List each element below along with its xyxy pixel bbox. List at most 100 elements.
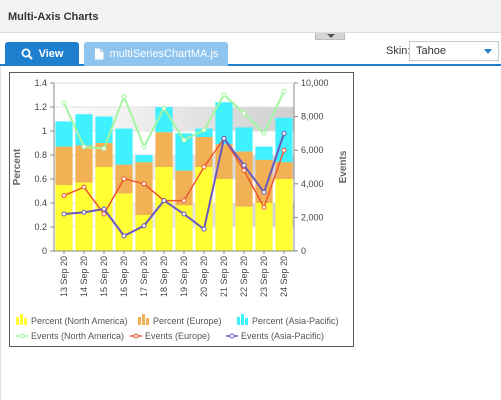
bar-europe [75, 145, 93, 183]
app-header: Multi-Axis Charts [0, 0, 501, 33]
bar-europe [55, 146, 73, 185]
x-tick-label: 22 Sep 20 [239, 256, 249, 297]
x-tick-label: 23 Sep 20 [259, 256, 269, 297]
line-europe-point [141, 181, 147, 187]
legend-percent-asia-pacific-swatch [241, 314, 244, 325]
bar-north-america [115, 193, 133, 251]
y-right-tick-label: 4,000 [301, 179, 324, 189]
x-tick-label: 14 Sep 20 [79, 256, 89, 297]
y-left-tick-label: 0.2 [34, 222, 47, 232]
legend-percent-asia-pacific-swatch [237, 317, 240, 325]
plot-band [54, 155, 294, 179]
multi-axis-chart: 0 0.2 0.4 0.6 0.8 1 1.2 1.4 0 2,000 4,000 6,000 8,00… [12, 78, 349, 341]
x-tick-label: 13 Sep 20 [59, 256, 69, 297]
bar-north-america [135, 215, 153, 251]
line-asia-pacific-point [61, 211, 67, 217]
line-europe-point [181, 198, 187, 204]
collapse-toggle[interactable] [315, 33, 345, 40]
x-tick-label: 17 Sep 20 [139, 256, 149, 297]
bar-asia-pacific [215, 102, 233, 145]
bar-north-america [195, 167, 213, 251]
y-left-axis-title: Percent [12, 148, 23, 185]
y-left-tick-label: 0 [42, 246, 47, 256]
line-north-america-point [141, 144, 147, 150]
x-tick-label: 20 Sep 20 [199, 256, 209, 297]
x-tick-label: 15 Sep 20 [99, 256, 109, 297]
line-europe-point [121, 176, 127, 182]
bar-north-america [275, 179, 293, 251]
line-europe-point [81, 184, 87, 190]
chart-container: 0 0.2 0.4 0.6 0.8 1 1.2 1.4 0 2,000 4,000 6,000 8,00… [9, 72, 354, 347]
legend-percent-asia-pacific: Percent (Asia-Pacific) [252, 316, 339, 326]
search-icon [21, 48, 33, 60]
legend-percent-europe-swatch [142, 314, 145, 325]
line-north-america-point [241, 110, 247, 116]
y-right-tick-label: 0 [301, 246, 306, 256]
skin-select-value: Tahoe [416, 45, 446, 57]
bar-north-america [255, 203, 273, 251]
skin-label: Skin: [386, 45, 411, 57]
toolbar: View multiSeriesChartMA.js Skin: Tahoe [0, 40, 501, 66]
panel-border [0, 66, 1, 400]
legend-events-europe: Events (Europe) [145, 331, 210, 341]
skin-select[interactable]: Tahoe [409, 41, 499, 61]
line-north-america-point [201, 127, 207, 133]
y-right-tick-label: 2,000 [301, 212, 324, 222]
y-right-axis-title: Events [338, 150, 349, 183]
view-button-label: View [38, 48, 64, 60]
line-asia-pacific-point [261, 189, 267, 195]
line-north-america-point [281, 88, 287, 94]
x-tick-label: 24 Sep 20 [279, 256, 289, 297]
legend-percent-asia-pacific-swatch [245, 318, 248, 325]
line-europe-point [101, 211, 107, 217]
line-europe-point [201, 164, 207, 170]
line-north-america-point [61, 100, 67, 106]
bar-asia-pacific [235, 127, 253, 152]
file-tab[interactable]: multiSeriesChartMA.js [84, 42, 228, 66]
bar-europe [155, 132, 173, 167]
bar-europe [215, 144, 233, 179]
legend-events-north-america: Events (North America) [31, 331, 124, 341]
legend-percent-north-america: Percent (North America) [31, 316, 128, 326]
page-title: Multi-Axis Charts [8, 11, 99, 23]
y-left-tick-label: 0.6 [34, 174, 47, 184]
y-left-tick-label: 1 [42, 126, 47, 136]
bar-asia-pacific [135, 155, 153, 163]
bar-europe [175, 170, 193, 206]
bar-asia-pacific [195, 128, 213, 137]
legend-percent-north-america-swatch [24, 318, 27, 325]
legend-percent-europe-swatch [138, 317, 141, 325]
bar-asia-pacific [115, 128, 133, 165]
y-left-tick-label: 1.2 [34, 102, 47, 112]
plot-band [54, 107, 294, 131]
line-asia-pacific-point [121, 233, 127, 239]
legend-events-north-america-marker [19, 333, 25, 339]
bar-north-america [55, 185, 73, 251]
line-asia-pacific-point [181, 211, 187, 217]
bar-asia-pacific [255, 146, 273, 160]
y-left-tick-label: 0.4 [34, 198, 47, 208]
legend-events-europe-marker [133, 333, 139, 339]
legend-percent-europe: Percent (Europe) [153, 316, 222, 326]
line-europe-point [261, 204, 267, 210]
bar-europe [255, 159, 273, 203]
line-asia-pacific-point [201, 226, 207, 232]
bar-asia-pacific [175, 133, 193, 171]
bar-north-america [235, 206, 253, 251]
line-north-america-point [81, 144, 87, 150]
y-right-tick-label: 6,000 [301, 145, 324, 155]
y-right-tick-label: 10,000 [301, 78, 329, 88]
line-europe-point [281, 147, 287, 153]
line-asia-pacific-point [161, 198, 167, 204]
line-europe-point [241, 167, 247, 173]
line-north-america-point [101, 146, 107, 152]
legend-events-asia-pacific-marker [229, 333, 235, 339]
line-asia-pacific-point [101, 206, 107, 212]
legend-events-asia-pacific: Events (Asia-Pacific) [241, 331, 324, 341]
bar-asia-pacific [95, 116, 113, 143]
line-europe-point [61, 193, 67, 199]
bar-asia-pacific [55, 121, 73, 147]
legend-percent-europe-swatch [146, 318, 149, 325]
line-asia-pacific-point [281, 130, 287, 136]
view-button[interactable]: View [5, 42, 79, 66]
